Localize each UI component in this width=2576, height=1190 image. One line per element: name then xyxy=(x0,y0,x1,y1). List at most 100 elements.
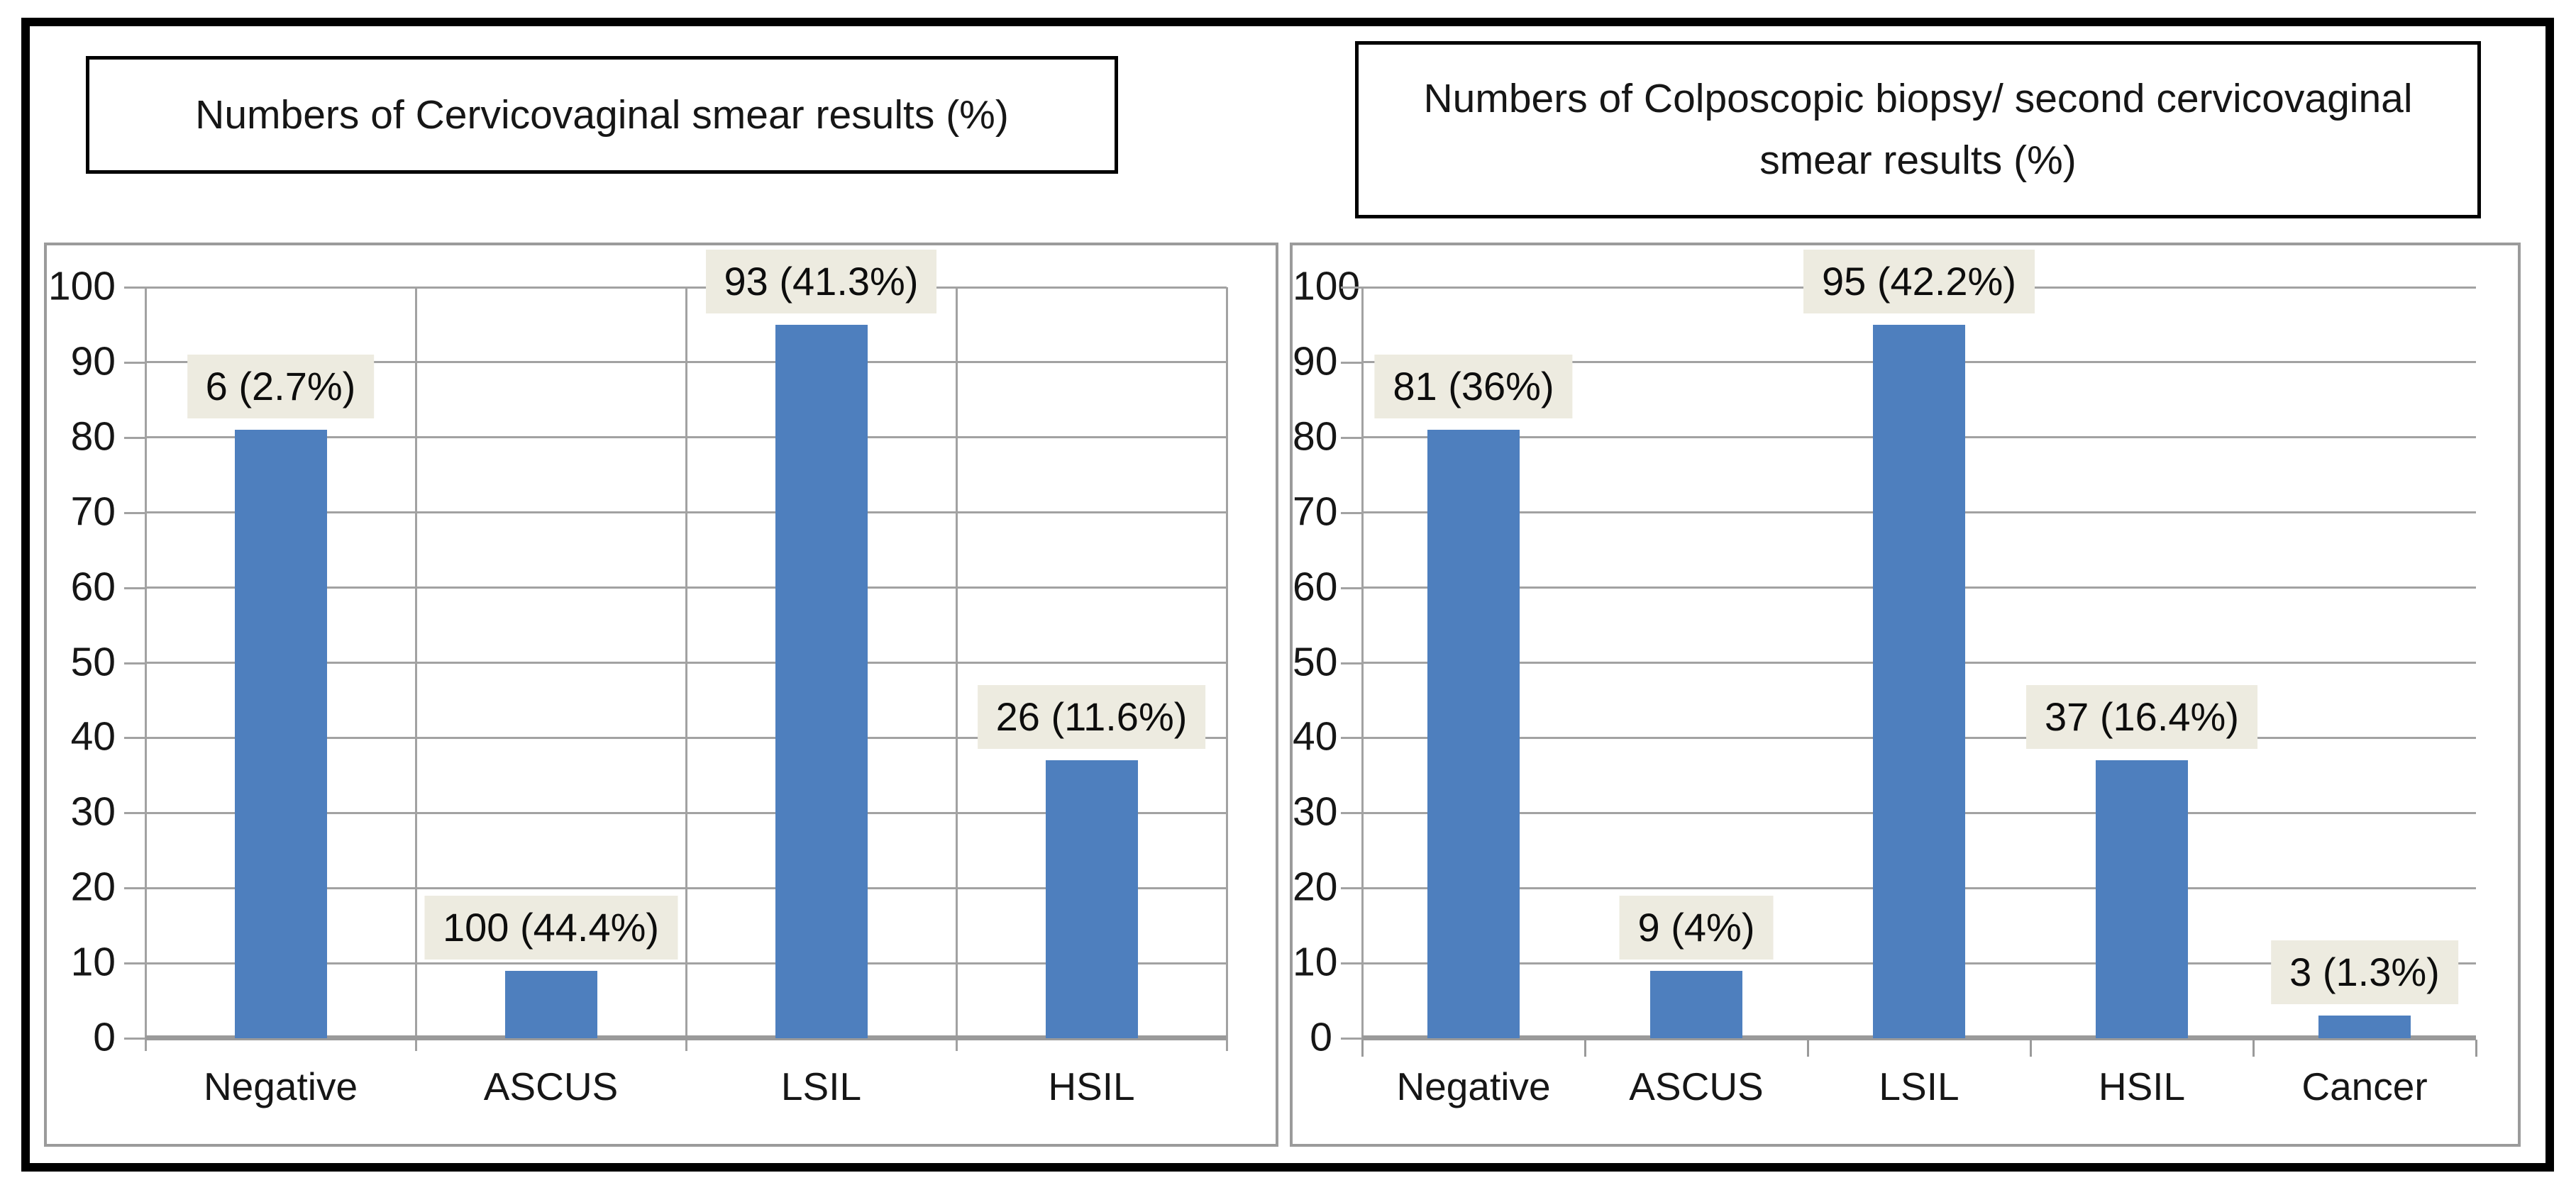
bar xyxy=(1650,970,1742,1038)
plot-area: 81 (36%) Negative 9 (4%) ASCUS 95 (42.2%) LSI… xyxy=(1361,249,2477,1108)
bar xyxy=(2096,760,2188,1038)
x-axis-category-label: Cancer xyxy=(2301,1064,2428,1108)
y-axis-tick-mark xyxy=(124,737,145,740)
y-axis-line xyxy=(145,287,147,1051)
y-axis-tick-label: 100 xyxy=(1293,263,1361,309)
bar xyxy=(1873,324,1965,1038)
y-axis-tick-label: 50 xyxy=(70,639,116,685)
bar-value-label: 81 (36%) xyxy=(1374,355,1573,419)
category-slot: 100 (44.4%) ASCUS xyxy=(416,287,686,1108)
figure-outer-frame xyxy=(21,18,2554,1172)
chart-panel-right: 100 90 80 70 60 50 40 30 20 10 0 81 (36%) Negative 9 … xyxy=(1290,243,2521,1147)
gridline-vertical xyxy=(1225,287,1228,1051)
y-axis-tick-label: 30 xyxy=(1293,789,1338,835)
y-axis-tick-label: 40 xyxy=(1293,714,1338,760)
y-axis-tick-mark xyxy=(1341,287,1362,289)
bar xyxy=(504,970,597,1038)
y-axis-tick-mark xyxy=(1341,812,1362,815)
y-axis-tick-mark xyxy=(124,812,145,815)
bar xyxy=(775,324,868,1038)
y-axis-tick-label: 80 xyxy=(1293,413,1338,460)
x-axis-baseline xyxy=(145,1035,1227,1040)
x-axis-category-label: Negative xyxy=(1396,1064,1551,1108)
y-axis-tick-label: 100 xyxy=(48,263,116,309)
x-axis-tick-mark xyxy=(2475,1040,2477,1057)
category-slot: 37 (16.4%) HSIL xyxy=(2026,287,2257,1108)
y-axis-tick-mark xyxy=(124,361,145,364)
gridline-vertical xyxy=(414,287,417,1051)
y-axis-tick-mark xyxy=(124,887,145,890)
y-axis-tick-label: 50 xyxy=(1293,639,1338,685)
y-axis-tick-mark xyxy=(1341,511,1362,514)
y-axis-tick-mark xyxy=(1341,662,1362,664)
x-axis-tick-mark xyxy=(1583,1040,1586,1057)
y-axis-tick-label: 70 xyxy=(70,489,116,535)
bar xyxy=(1427,430,1520,1038)
y-axis-tick-mark xyxy=(124,287,145,289)
y-axis-tick-label: 90 xyxy=(70,338,116,384)
y-axis-tick-label: 10 xyxy=(70,939,116,985)
bar xyxy=(2318,1016,2411,1038)
y-axis-tick-mark xyxy=(124,1038,145,1040)
gridline-vertical xyxy=(955,287,958,1051)
y-axis-tick-label: 40 xyxy=(70,714,116,760)
y-axis-tick-label: 20 xyxy=(1293,864,1338,910)
y-axis-tick-label: 60 xyxy=(1293,564,1338,610)
y-axis-tick-mark xyxy=(1341,737,1362,740)
category-slot: 93 (41.3%) LSIL xyxy=(686,249,956,1108)
y-axis-tick-mark xyxy=(124,436,145,439)
y-axis-tick-mark xyxy=(1341,1038,1362,1040)
y-axis-tick-mark xyxy=(1341,361,1362,364)
y-axis-tick-label: 90 xyxy=(1293,338,1338,384)
bar xyxy=(1045,760,1138,1038)
category-slot: 6 (2.7%) Negative xyxy=(145,287,416,1108)
y-axis-tick-mark xyxy=(1341,436,1362,439)
bar-value-label: 9 (4%) xyxy=(1619,895,1774,960)
x-axis-tick-mark xyxy=(1361,1040,1364,1057)
y-axis-tick-mark xyxy=(1341,887,1362,890)
chart-title-text: Numbers of Cervicovaginal smear results … xyxy=(195,91,1009,138)
chart-title-text: Numbers of Colposcopic biopsy/ second ce… xyxy=(1423,76,2413,122)
plot-area: 6 (2.7%) Negative 100 (44.4%) ASCUS 93 (41.3… xyxy=(145,249,1228,1108)
x-axis-tick-mark xyxy=(1806,1040,1809,1057)
y-axis-tick-mark xyxy=(124,662,145,664)
y-axis-tick-label: 60 xyxy=(70,564,116,610)
category-slot: 81 (36%) Negative xyxy=(1362,287,1585,1108)
bar xyxy=(234,430,327,1038)
y-axis-tick-label: 80 xyxy=(70,413,116,460)
gridline-vertical xyxy=(685,287,687,1051)
category-slot: 95 (42.2%) LSIL xyxy=(1803,249,2035,1108)
chart-title-box-right: Numbers of Colposcopic biopsy/ second ce… xyxy=(1355,41,2481,218)
x-axis-category-label: LSIL xyxy=(780,1064,862,1108)
y-axis-tick-mark xyxy=(124,511,145,514)
bar-value-label: 37 (16.4%) xyxy=(2026,685,2257,750)
bar-value-label: 93 (41.3%) xyxy=(705,249,937,313)
y-axis-tick-label: 30 xyxy=(70,789,116,835)
y-axis-tick-label: 10 xyxy=(1293,939,1338,985)
chart-panel-left: 100 90 80 70 60 50 40 30 20 10 0 6 (2.7%) Negative 10… xyxy=(44,243,1278,1147)
y-axis-tick-mark xyxy=(1341,586,1362,589)
bar-value-label: 95 (42.2%) xyxy=(1803,249,2035,313)
x-axis-tick-mark xyxy=(2029,1040,2032,1057)
category-slot: 9 (4%) ASCUS xyxy=(1585,287,1808,1108)
bar-value-label: 100 (44.4%) xyxy=(424,895,678,960)
x-axis-category-label: HSIL xyxy=(2098,1064,2186,1108)
x-axis-category-label: LSIL xyxy=(1879,1064,1959,1108)
bar-value-label: 3 (1.3%) xyxy=(2271,940,2458,1005)
bar-value-label: 26 (11.6%) xyxy=(977,685,1206,750)
category-slot: 3 (1.3%) Cancer xyxy=(2253,287,2476,1108)
x-axis-category-label: Negative xyxy=(203,1064,358,1108)
x-axis-category-label: HSIL xyxy=(1048,1064,1135,1108)
y-axis-tick-label: 0 xyxy=(93,1014,116,1060)
y-axis-tick-mark xyxy=(124,962,145,965)
y-axis-line xyxy=(1361,287,1364,1051)
y-axis-tick-label: 0 xyxy=(1310,1014,1332,1060)
chart-title-text: smear results (%) xyxy=(1759,138,2077,183)
y-axis-tick-label: 20 xyxy=(70,864,116,910)
x-axis-category-label: ASCUS xyxy=(483,1064,619,1108)
bar-value-label: 6 (2.7%) xyxy=(187,355,375,419)
chart-title-box-left: Numbers of Cervicovaginal smear results … xyxy=(86,56,1118,174)
x-axis-category-label: ASCUS xyxy=(1629,1064,1764,1108)
x-axis-tick-mark xyxy=(2252,1040,2255,1057)
